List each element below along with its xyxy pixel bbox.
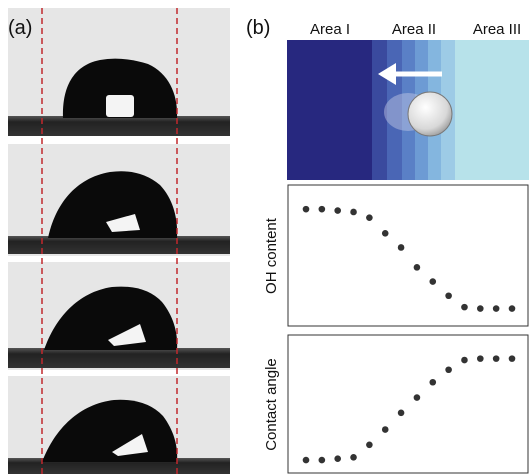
gradient-strip [287,40,529,180]
data-point [350,209,357,216]
data-point [366,214,373,221]
y-axis-label: Contact angle [263,358,280,451]
data-point [414,264,421,271]
data-point [334,455,341,462]
area-label: Area III [473,21,521,38]
figure: (a) (b) Area I Area II Area III OH conte… [0,0,529,474]
data-point [366,442,373,449]
data-point [414,394,421,401]
data-point [303,457,310,464]
data-point [477,305,484,312]
data-point [382,230,389,237]
data-point [477,355,484,362]
area-label: Area II [392,21,436,38]
data-point [509,305,516,312]
data-point [493,305,500,312]
data-point [445,366,452,373]
data-point [445,292,452,299]
data-point [398,244,405,251]
data-point [429,379,436,386]
data-point [350,454,357,461]
data-point [319,206,326,213]
data-point [493,355,500,362]
data-point [303,206,310,213]
data-point [382,426,389,433]
plot-frame [288,335,528,473]
panel-label: (a) [8,17,32,39]
panel-label: (b) [246,17,270,39]
data-point [429,278,436,285]
data-point [509,355,516,362]
plot-frame [288,185,528,326]
data-point [461,304,468,311]
data-point [334,207,341,214]
y-axis-label: OH content [263,217,280,294]
data-point [319,457,326,464]
data-point [461,357,468,364]
data-point [398,410,405,417]
area-label: Area I [310,21,350,38]
